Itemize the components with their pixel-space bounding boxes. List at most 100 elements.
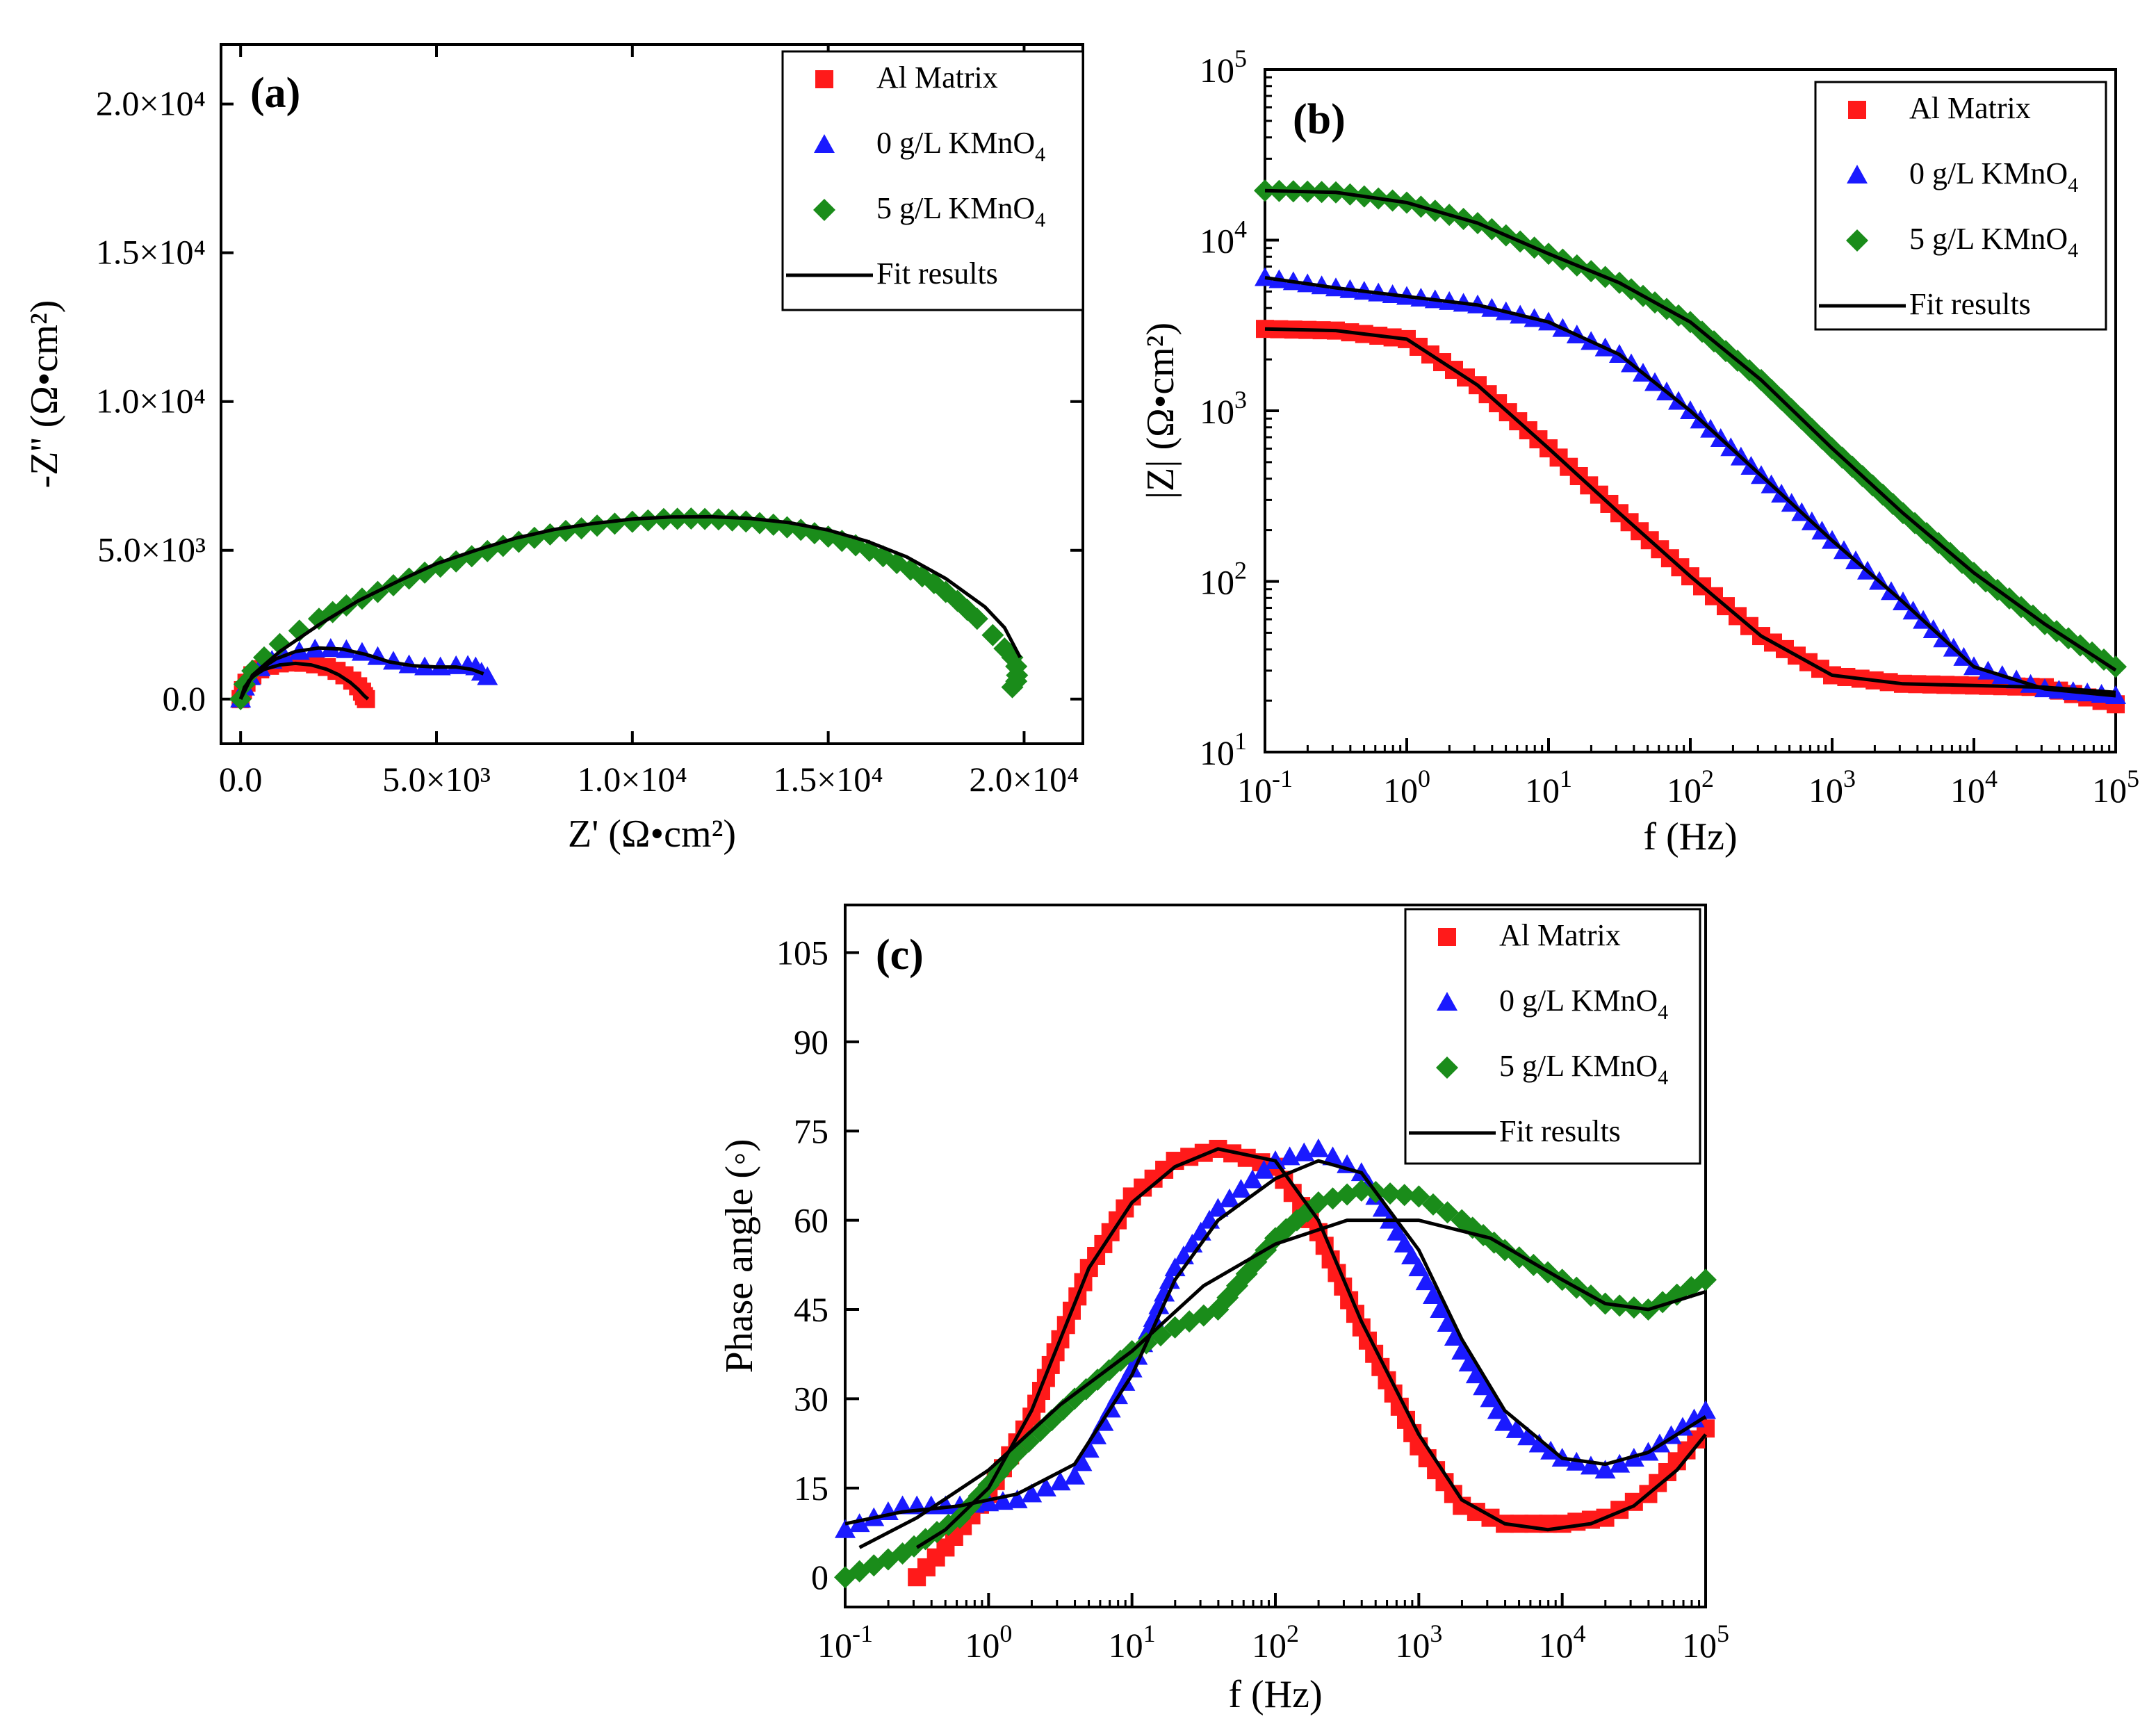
data-point-kmno4_0 [1230, 1179, 1252, 1198]
y-tick-label: 2.0×10⁴ [96, 84, 206, 123]
x-tick-label: 10-1 [1237, 765, 1293, 810]
x-tick-label: 5.0×10³ [382, 760, 491, 799]
legend-label-kmno4_5: 5 g/L KMnO4 [1499, 1049, 1668, 1089]
x-tick-label: 103 [1808, 765, 1856, 810]
data-point-kmno4_0 [1505, 1419, 1527, 1438]
data-point-kmno4_0 [1672, 1417, 1693, 1436]
fit-line-al_matrix [915, 1147, 1707, 1549]
y-tick-label: 30 [794, 1379, 828, 1418]
data-point-kmno4_5 [603, 512, 626, 535]
data-point-kmno4_5 [1694, 1269, 1717, 1291]
data-point-kmno4_0 [1154, 1282, 1175, 1302]
fit-line-kmno4_0 [844, 1159, 1707, 1526]
data-point-kmno4_5 [1350, 1179, 1373, 1202]
data-point-kmno4_0 [477, 666, 498, 685]
data-point-kmno4_0 [1580, 1455, 1601, 1475]
data-point-kmno4_0 [1050, 1471, 1071, 1491]
data-point-kmno4_0 [978, 1492, 999, 1512]
data-point-kmno4_0 [1695, 1400, 1716, 1419]
data-point-kmno4_0 [1683, 1408, 1705, 1428]
legend-label-kmno4_5: 5 g/L KMnO4 [876, 191, 1045, 231]
x-tick-label: 105 [1682, 1620, 1729, 1665]
legend-box [1404, 908, 1701, 1165]
data-point-kmno4_0 [1458, 1353, 1480, 1372]
legend-label-kmno4_0: 0 g/L KMnO4 [1499, 984, 1668, 1024]
data-point-kmno4_5 [241, 660, 264, 683]
legend-label-al_matrix: Al Matrix [1909, 91, 2031, 125]
data-point-kmno4_0 [1114, 1371, 1136, 1391]
y-axis-title: -Z'' (Ω•cm²) [23, 300, 66, 489]
legend-marker-kmno4_0 [1847, 165, 1868, 183]
panel-b: 10-1 100 101 102 103 104 105 101 102 103 104 105 f (… [1139, 44, 2139, 858]
data-point-kmno4_0 [1322, 1146, 1344, 1166]
data-point-kmno4_0 [1408, 1257, 1430, 1277]
data-point-kmno4_0 [1148, 1295, 1170, 1314]
y-tick-label: 103 [1200, 386, 1247, 431]
x-tick-label: 1.0×10⁴ [578, 760, 687, 799]
data-point-kmno4_5 [666, 507, 689, 530]
y-axis-title: |Z| (Ω•cm²) [1139, 323, 1182, 499]
legend-label-kmno4_0: 0 g/L KMnO4 [1909, 156, 2078, 197]
x-tick-label: 101 [1525, 765, 1572, 810]
data-point-kmno4_5 [694, 507, 717, 530]
legend-marker-kmno4_0 [1437, 992, 1457, 1011]
data-point-kmno4_0 [1465, 1364, 1487, 1384]
y-axis-title: Phase angle (◦) [718, 1139, 761, 1373]
data-point-kmno4_0 [1494, 1412, 1516, 1431]
y-tick-label: 45 [794, 1290, 828, 1329]
x-tick-label: 10-1 [817, 1620, 873, 1665]
data-point-kmno4_0 [1437, 1313, 1458, 1332]
legend-label-fit: Fit results [876, 256, 998, 291]
data-point-kmno4_0 [849, 1513, 870, 1533]
legend-label-kmno4_5: 5 g/L KMnO4 [1909, 222, 2078, 262]
data-point-kmno4_0 [835, 1519, 856, 1538]
x-tick-label: 104 [1539, 1620, 1586, 1665]
legend-marker-kmno4_5 [1846, 229, 1868, 252]
fit-line-al_matrix [1264, 327, 2116, 694]
legend-marker-al_matrix [815, 70, 833, 88]
legend-box [781, 50, 1084, 311]
fit-line-kmno4_5 [858, 1218, 1706, 1549]
data-point-kmno4_0 [1487, 1400, 1508, 1419]
x-tick-label: 100 [965, 1620, 1012, 1665]
legend-marker-kmno4_5 [813, 199, 835, 221]
data-point-kmno4_5 [1379, 1182, 1402, 1205]
y-tick-label: 60 [794, 1201, 828, 1240]
x-tick-label: 104 [1950, 765, 1998, 810]
x-tick-label: 100 [1383, 765, 1430, 810]
y-tick-label: 1.5×10⁴ [96, 233, 206, 272]
y-tick-label: 104 [1200, 215, 1247, 261]
data-point-kmno4_5 [965, 607, 988, 630]
legend-marker-al_matrix [1438, 928, 1456, 946]
y-tick-label: 15 [794, 1469, 828, 1508]
x-axis-title: f (Hz) [1643, 815, 1737, 858]
legend-marker-kmno4_0 [814, 134, 835, 153]
legend-label-al_matrix: Al Matrix [1499, 918, 1621, 952]
data-point-kmno4_0 [1444, 1326, 1465, 1346]
legend-marker-kmno4_5 [1436, 1057, 1458, 1079]
data-point-kmno4_0 [1528, 1433, 1550, 1453]
legend-box [1814, 81, 2107, 331]
data-point-kmno4_5 [2105, 655, 2127, 678]
data-point-kmno4_0 [1241, 1169, 1263, 1189]
legend-label-al_matrix: Al Matrix [876, 60, 998, 95]
x-tick-label: 102 [1667, 765, 1714, 810]
data-point-kmno4_5 [637, 509, 660, 532]
data-point-kmno4_5 [721, 509, 744, 532]
data-point-kmno4_5 [586, 514, 609, 537]
y-tick-label: 75 [794, 1111, 828, 1150]
x-tick-label: 105 [2092, 765, 2139, 810]
data-point-kmno4_0 [1480, 1388, 1501, 1408]
data-point-kmno4_0 [1006, 1489, 1028, 1508]
y-tick-label: 105 [1200, 44, 1247, 90]
x-axis-title: f (Hz) [1228, 1673, 1322, 1716]
data-point-kmno4_0 [1594, 1460, 1616, 1479]
data-point-kmno4_0 [892, 1495, 913, 1515]
data-point-kmno4_0 [1473, 1376, 1494, 1396]
y-tick-label: 105 [776, 933, 828, 972]
data-point-kmno4_0 [1255, 267, 1275, 286]
fit-line-kmno4_5 [1264, 188, 2117, 672]
panel-a: 0.0 5.0×10³ 1.0×10⁴ 1.5×10⁴ 2.0×10⁴ 0.0 5.0×10… [23, 43, 1084, 856]
y-tick-label: 0.0 [163, 679, 206, 718]
data-point-kmno4_5 [1436, 1201, 1459, 1224]
